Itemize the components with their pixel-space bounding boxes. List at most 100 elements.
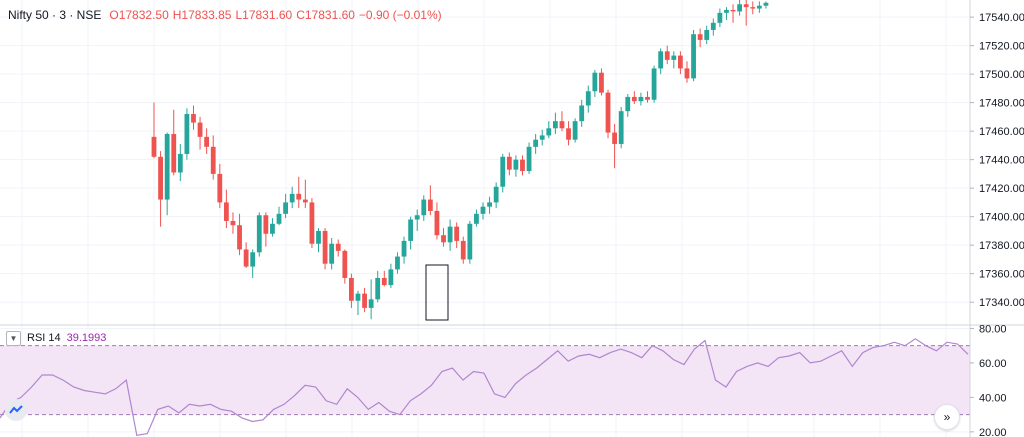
price-axis: 17340.00 17360.00 17380.00 17400.00 17420.00… bbox=[970, 12, 1024, 309]
candle-body bbox=[171, 133, 177, 173]
candle-body bbox=[737, 4, 743, 12]
candles bbox=[151, 0, 769, 320]
candle-body bbox=[421, 199, 427, 216]
rsi-tick-label: 80.00 bbox=[979, 323, 1007, 335]
rsi-tick-label: 20.00 bbox=[979, 427, 1007, 437]
candle-body bbox=[487, 202, 492, 207]
candle-body bbox=[441, 235, 446, 243]
candle-body bbox=[552, 121, 558, 129]
candle bbox=[270, 218, 275, 237]
candle bbox=[276, 206, 282, 226]
candle-body bbox=[276, 213, 282, 224]
chevron-down-icon[interactable]: ▼ bbox=[6, 330, 21, 346]
candle bbox=[210, 135, 216, 180]
candle bbox=[684, 61, 690, 83]
symbol-title[interactable]: Nifty 50 · 3 · NSE bbox=[8, 8, 102, 22]
candle bbox=[737, 0, 743, 16]
candle bbox=[638, 92, 644, 106]
candle bbox=[631, 91, 637, 105]
candle-body bbox=[724, 9, 729, 13]
low-value: L17831.60 bbox=[235, 8, 293, 22]
candle bbox=[585, 85, 591, 113]
candle bbox=[322, 228, 328, 270]
price-tick-label: 17520.00 bbox=[979, 41, 1024, 53]
candle-body bbox=[671, 55, 677, 60]
close-value: C17831.60 bbox=[296, 8, 355, 22]
candle-body bbox=[454, 226, 460, 241]
candle bbox=[342, 249, 348, 284]
candle bbox=[691, 29, 696, 82]
candle-body bbox=[664, 51, 670, 60]
candle bbox=[395, 252, 400, 274]
candle-body bbox=[579, 105, 585, 122]
candle bbox=[375, 270, 381, 303]
candle-body bbox=[756, 5, 762, 9]
candle-body bbox=[302, 199, 308, 203]
open-value: O17832.50 bbox=[109, 8, 169, 22]
candle-body bbox=[217, 173, 223, 203]
candle bbox=[401, 236, 407, 264]
candle-body bbox=[678, 55, 683, 69]
rsi-axis: 20.00 40.00 60.00 80.00 bbox=[970, 323, 1007, 437]
candle bbox=[605, 89, 611, 139]
candle bbox=[460, 236, 466, 264]
candle bbox=[217, 163, 223, 209]
candle-body bbox=[381, 277, 387, 286]
rsi-name[interactable]: RSI 14 bbox=[27, 332, 61, 344]
rsi-band bbox=[0, 345, 970, 415]
rsi-tick-label: 60.00 bbox=[979, 358, 1007, 370]
candle-body bbox=[223, 202, 229, 221]
candle-body bbox=[289, 193, 295, 203]
change-value: −0.90 (−0.01%) bbox=[358, 8, 442, 22]
candle-body bbox=[316, 230, 321, 244]
candle bbox=[177, 143, 183, 182]
rsi-legend: ▼ RSI 14 39.1993 bbox=[6, 330, 106, 346]
candle bbox=[223, 189, 229, 229]
candle bbox=[664, 45, 670, 65]
candle bbox=[625, 94, 631, 117]
candle-body bbox=[191, 114, 196, 123]
candle-body bbox=[250, 252, 256, 267]
double-chevron-right-icon[interactable]: » bbox=[934, 404, 960, 430]
candle bbox=[164, 132, 170, 216]
candle-body bbox=[605, 92, 611, 133]
candle bbox=[191, 105, 196, 130]
candle-body bbox=[566, 128, 571, 140]
candle-body bbox=[283, 202, 288, 214]
candle bbox=[204, 128, 210, 154]
candle-body bbox=[585, 91, 591, 106]
candle bbox=[421, 195, 427, 221]
high-value: H17833.85 bbox=[172, 8, 232, 22]
candle-body bbox=[612, 132, 617, 144]
tradingview-logo-icon[interactable] bbox=[5, 399, 27, 421]
candle-body bbox=[474, 213, 479, 224]
price-tick-label: 17380.00 bbox=[979, 240, 1024, 252]
candle-body bbox=[546, 128, 552, 136]
candle-body bbox=[460, 240, 466, 260]
candle-body bbox=[710, 22, 716, 30]
candle bbox=[539, 129, 545, 146]
candle-body bbox=[599, 72, 604, 93]
candle-body bbox=[349, 277, 354, 301]
candle bbox=[316, 228, 321, 253]
price-tick-label: 17500.00 bbox=[979, 69, 1024, 81]
candle-body bbox=[151, 136, 157, 157]
candle-body bbox=[506, 156, 512, 170]
candle-body bbox=[763, 2, 769, 6]
candle bbox=[158, 151, 163, 227]
candle bbox=[434, 202, 440, 240]
price-tick-label: 17420.00 bbox=[979, 183, 1024, 195]
candle bbox=[671, 51, 677, 69]
candle-body bbox=[559, 121, 565, 129]
price-tick-label: 17360.00 bbox=[979, 269, 1024, 281]
candle-body bbox=[322, 230, 328, 264]
candle bbox=[427, 185, 433, 216]
candle bbox=[526, 142, 532, 174]
candle bbox=[335, 239, 341, 257]
rsi-line bbox=[0, 338, 969, 436]
candle-body bbox=[388, 269, 394, 286]
candle bbox=[546, 121, 552, 139]
candle bbox=[750, 1, 756, 15]
candle-body bbox=[177, 153, 183, 173]
